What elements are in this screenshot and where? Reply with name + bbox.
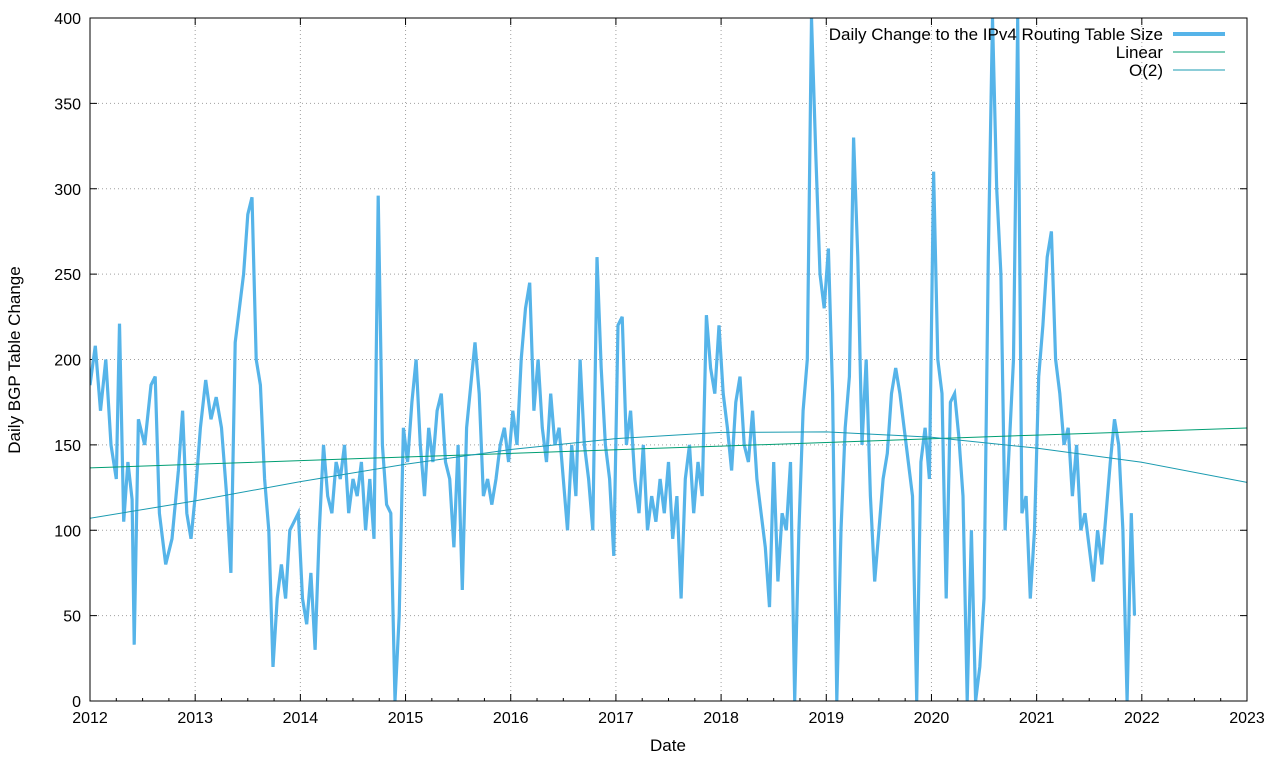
x-tick-label: 2023 [1229, 710, 1265, 727]
axes: 2012 2013 2014 2015 2016 2017 2018 2019 2020 2021… [54, 11, 1265, 727]
y-tick-label: 0 [72, 694, 81, 711]
x-tick-label: 2016 [493, 710, 529, 727]
legend: Daily Change to the IPv4 Routing Table S… [829, 25, 1225, 80]
x-tick-label: 2017 [598, 710, 634, 727]
grid [90, 18, 1247, 701]
y-tick-label: 350 [54, 96, 81, 113]
x-tick-label: 2012 [72, 710, 108, 727]
y-tick-label: 400 [54, 11, 81, 28]
y-tick-label: 250 [54, 267, 81, 284]
legend-label: O(2) [1129, 61, 1163, 80]
x-axis-title: Date [650, 736, 686, 755]
series-line-0 [90, 18, 1137, 701]
y-tick-label: 100 [54, 523, 81, 540]
y-tick-label: 150 [54, 438, 81, 455]
x-tick-label: 2018 [703, 710, 739, 727]
x-tick-label: 2013 [177, 710, 213, 727]
y-tick-label: 50 [63, 609, 81, 626]
series-line-1 [90, 427, 1247, 469]
x-tick-label: 2022 [1124, 710, 1160, 727]
y-axis-title: Daily BGP Table Change [5, 266, 24, 453]
x-tick-label: 2015 [388, 710, 424, 727]
x-tick-label: 2014 [283, 710, 319, 727]
plot-area [90, 18, 1247, 701]
x-tick-label: 2019 [808, 710, 844, 727]
legend-label: Linear [1116, 43, 1164, 62]
legend-label: Daily Change to the IPv4 Routing Table S… [829, 25, 1163, 44]
y-tick-label: 200 [54, 353, 81, 370]
y-tick-label: 300 [54, 182, 81, 199]
x-tick-label: 2021 [1019, 710, 1055, 727]
x-tick-label: 2020 [914, 710, 950, 727]
plot-frame [89, 17, 1248, 702]
series-line-2 [90, 431, 1247, 519]
